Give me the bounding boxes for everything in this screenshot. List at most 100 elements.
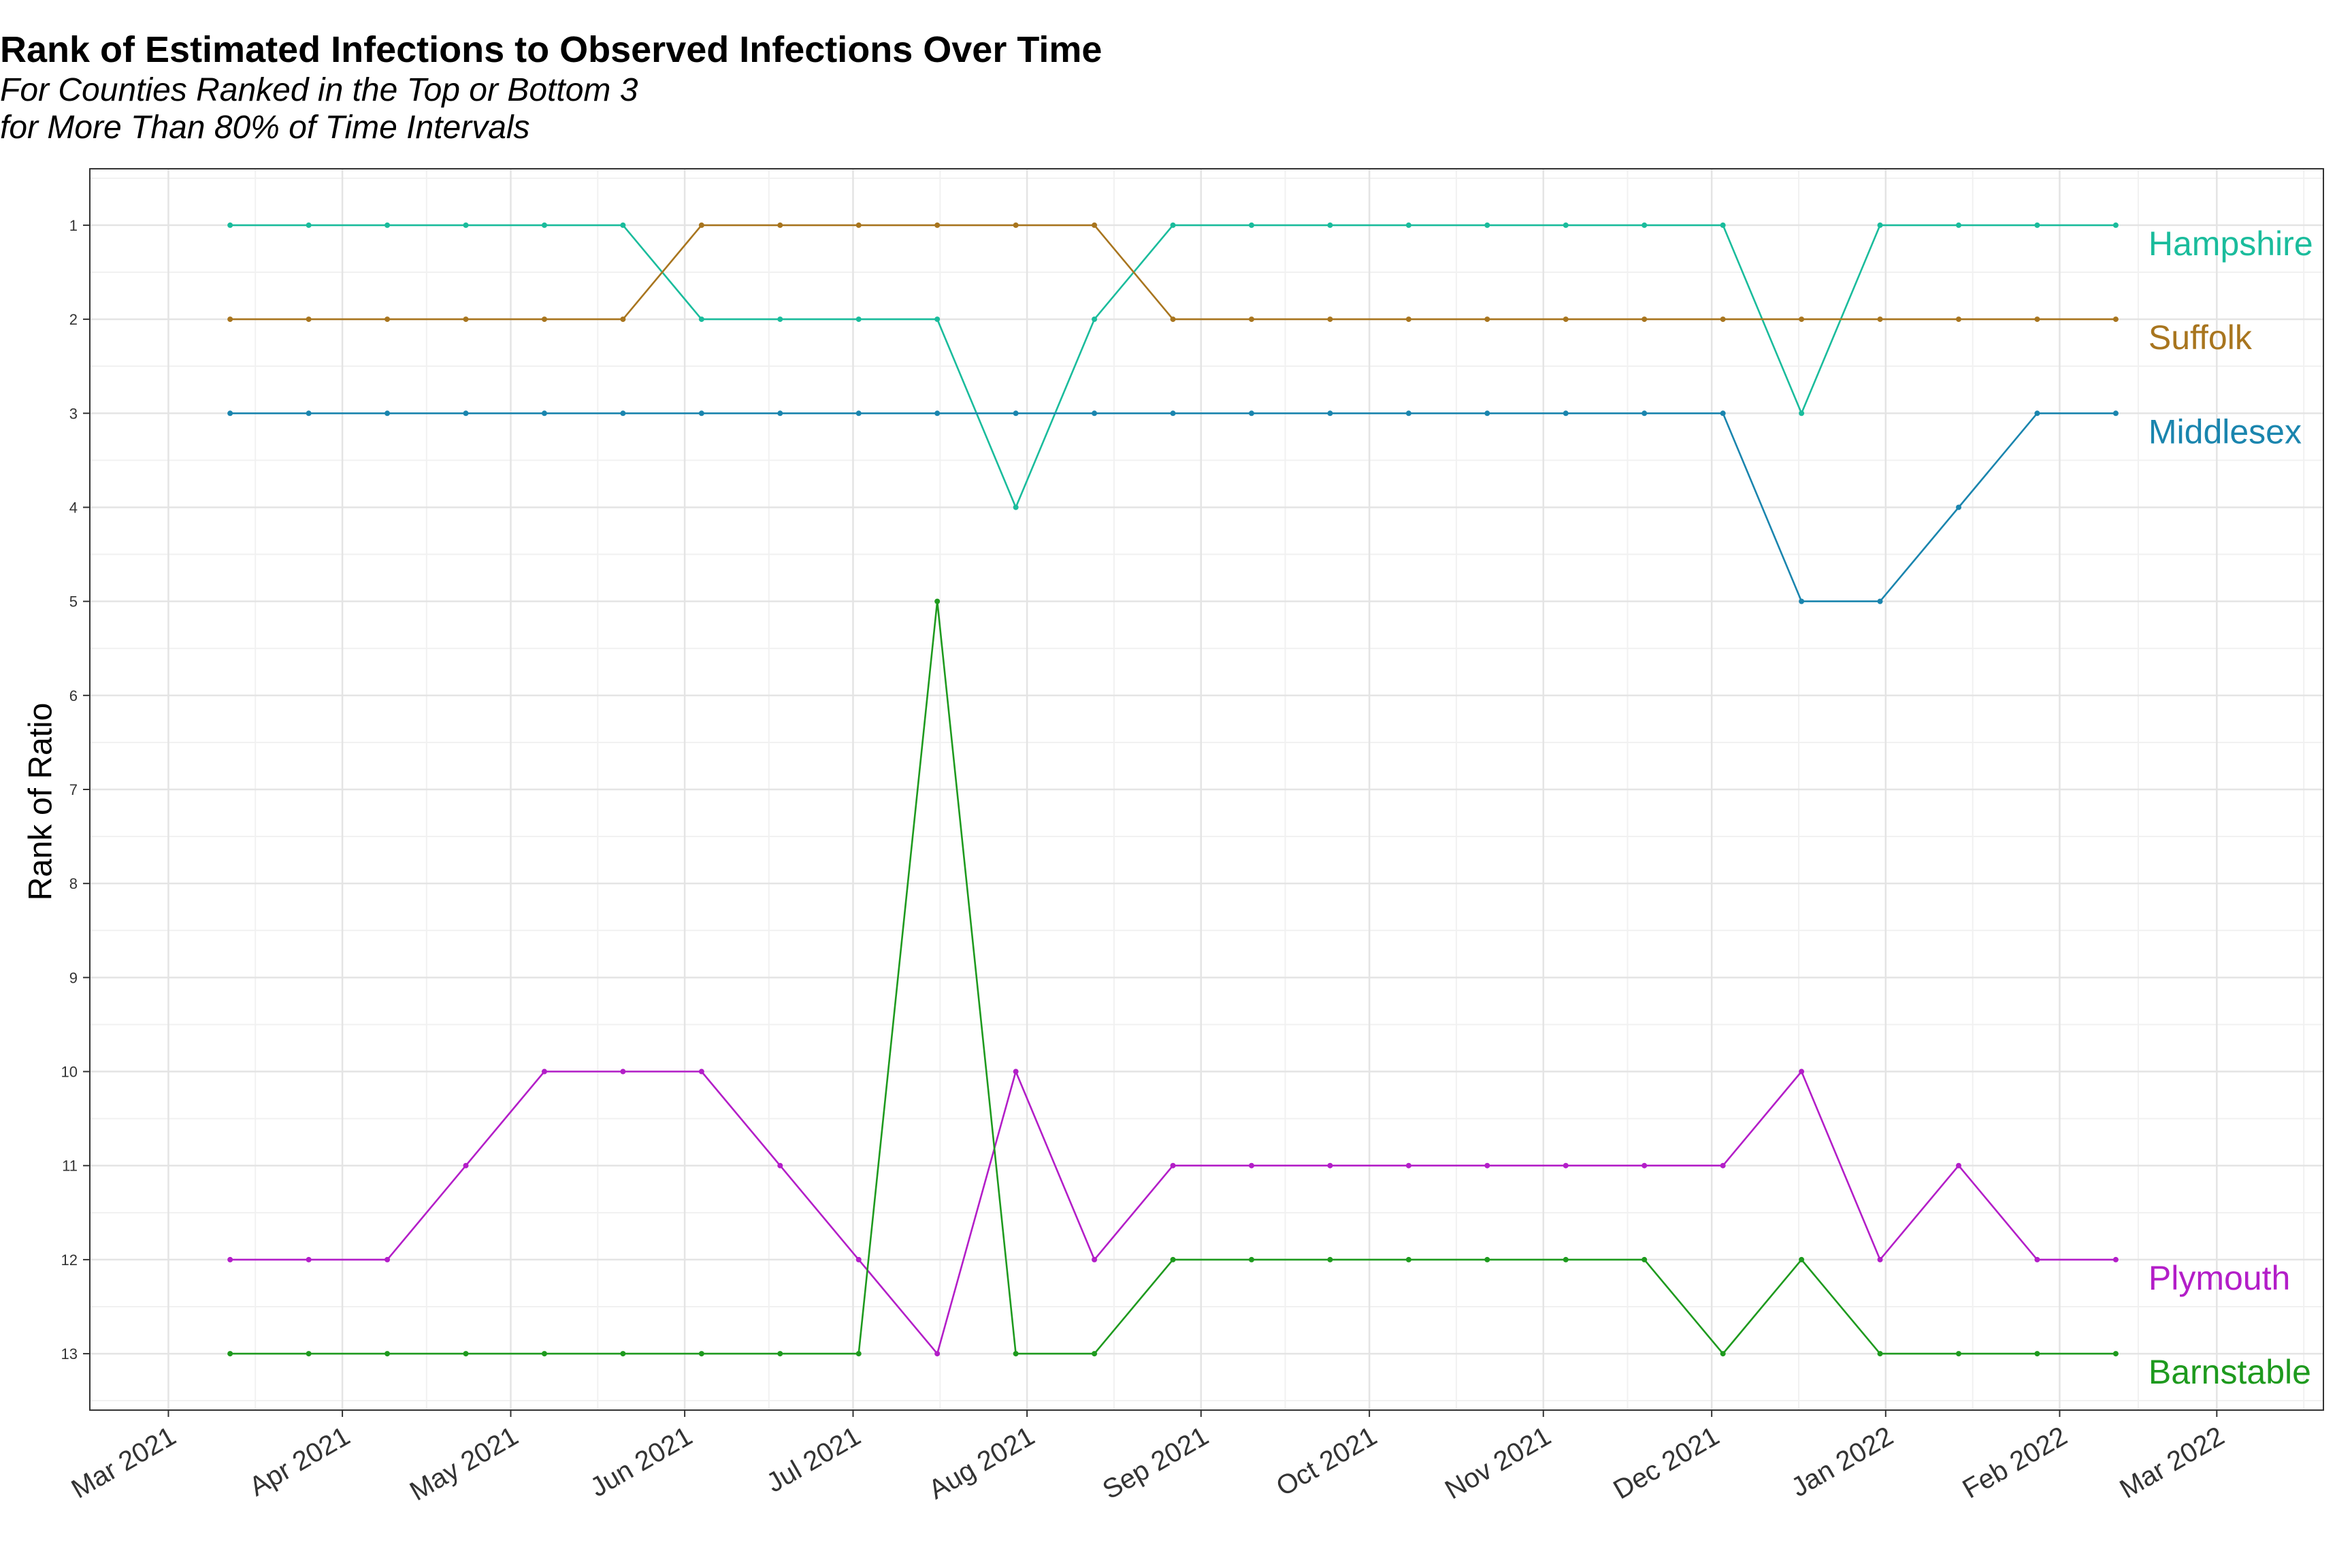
data-point-middlesex: [1248, 410, 1254, 416]
data-point-middlesex: [1013, 410, 1019, 416]
data-point-hampshire: [934, 316, 941, 323]
x-tick-label: Jul 2021: [762, 1421, 866, 1499]
data-point-suffolk: [2112, 316, 2119, 323]
data-point-plymouth: [855, 1256, 862, 1262]
data-point-middlesex: [1170, 410, 1176, 416]
data-point-barnstable: [855, 1351, 862, 1357]
y-tick-label: 1: [69, 217, 78, 234]
data-point-suffolk: [855, 222, 862, 228]
data-point-middlesex: [777, 410, 783, 416]
data-point-barnstable: [698, 1351, 704, 1357]
data-point-hampshire: [463, 222, 469, 228]
data-point-plymouth: [227, 1256, 233, 1262]
x-tick-label: Aug 2021: [924, 1421, 1039, 1505]
data-point-barnstable: [620, 1351, 626, 1357]
series-label-suffolk: Suffolk: [2149, 318, 2253, 357]
data-point-plymouth: [306, 1256, 312, 1262]
y-tick-label: 11: [62, 1158, 78, 1175]
data-point-barnstable: [541, 1351, 547, 1357]
data-point-plymouth: [385, 1256, 391, 1262]
data-point-plymouth: [1013, 1068, 1019, 1075]
data-point-hampshire: [1799, 410, 1805, 416]
data-point-middlesex: [1642, 410, 1648, 416]
y-tick-label: 13: [61, 1345, 78, 1362]
data-point-suffolk: [620, 316, 626, 323]
data-point-middlesex: [1405, 410, 1411, 416]
data-point-barnstable: [1092, 1351, 1098, 1357]
data-point-plymouth: [541, 1068, 547, 1075]
data-point-barnstable: [1642, 1256, 1648, 1262]
chart-subtitle-line-2: for More Than 80% of Time Intervals: [0, 110, 530, 146]
data-point-hampshire: [227, 222, 233, 228]
data-point-suffolk: [698, 222, 704, 228]
chart-subtitle-line-1: For Counties Ranked in the Top or Bottom…: [0, 72, 638, 108]
data-point-suffolk: [1799, 316, 1805, 323]
data-point-suffolk: [1877, 316, 1883, 323]
data-point-suffolk: [227, 316, 233, 323]
data-point-middlesex: [385, 410, 391, 416]
data-point-hampshire: [2034, 222, 2040, 228]
data-point-suffolk: [1720, 316, 1726, 323]
data-point-middlesex: [934, 410, 941, 416]
data-point-barnstable: [1405, 1256, 1411, 1262]
data-point-barnstable: [2112, 1351, 2119, 1357]
data-point-suffolk: [541, 316, 547, 323]
data-point-barnstable: [1877, 1351, 1883, 1357]
data-point-suffolk: [1563, 316, 1569, 323]
data-point-suffolk: [1955, 316, 1961, 323]
series-label-middlesex: Middlesex: [2149, 412, 2302, 451]
data-point-middlesex: [306, 410, 312, 416]
data-point-hampshire: [1484, 222, 1490, 228]
data-point-middlesex: [1877, 598, 1883, 604]
data-point-hampshire: [1327, 222, 1333, 228]
data-point-hampshire: [2112, 222, 2119, 228]
x-tick-label: Oct 2021: [1271, 1421, 1382, 1502]
data-point-middlesex: [227, 410, 233, 416]
data-point-plymouth: [1642, 1162, 1648, 1169]
data-point-plymouth: [1877, 1256, 1883, 1262]
data-point-hampshire: [1563, 222, 1569, 228]
data-point-suffolk: [934, 222, 941, 228]
y-tick-label: 9: [69, 969, 78, 986]
chart-title: Rank of Estimated Infections to Observed…: [0, 29, 1102, 70]
data-point-hampshire: [1955, 222, 1961, 228]
data-point-plymouth: [620, 1068, 626, 1075]
data-point-suffolk: [463, 316, 469, 323]
data-point-middlesex: [1799, 598, 1805, 604]
y-tick-label: 3: [69, 405, 78, 422]
data-point-plymouth: [1405, 1162, 1411, 1169]
data-point-barnstable: [1799, 1256, 1805, 1262]
data-point-barnstable: [777, 1351, 783, 1357]
data-point-barnstable: [1327, 1256, 1333, 1262]
data-point-barnstable: [306, 1351, 312, 1357]
data-point-hampshire: [855, 316, 862, 323]
data-point-hampshire: [541, 222, 547, 228]
data-point-suffolk: [1327, 316, 1333, 323]
data-point-barnstable: [1955, 1351, 1961, 1357]
data-point-suffolk: [1484, 316, 1490, 323]
data-point-hampshire: [620, 222, 626, 228]
data-point-middlesex: [855, 410, 862, 416]
data-point-plymouth: [1092, 1256, 1098, 1262]
y-tick-label: 4: [69, 499, 78, 516]
data-point-suffolk: [1092, 222, 1098, 228]
data-point-barnstable: [934, 598, 941, 604]
data-point-hampshire: [1877, 222, 1883, 228]
y-tick-label: 8: [69, 875, 78, 892]
data-point-plymouth: [1327, 1162, 1333, 1169]
data-point-hampshire: [1013, 504, 1019, 510]
data-point-middlesex: [1720, 410, 1726, 416]
data-point-plymouth: [1720, 1162, 1726, 1169]
data-point-hampshire: [698, 316, 704, 323]
x-tick-label: Feb 2022: [1958, 1421, 2072, 1505]
series-label-barnstable: Barnstable: [2149, 1353, 2311, 1391]
data-point-hampshire: [1720, 222, 1726, 228]
y-tick-label: 5: [69, 593, 78, 610]
data-point-middlesex: [2034, 410, 2040, 416]
x-tick-label: May 2021: [405, 1421, 523, 1507]
data-point-plymouth: [2034, 1256, 2040, 1262]
data-point-hampshire: [1405, 222, 1411, 228]
data-point-plymouth: [1484, 1162, 1490, 1169]
y-tick-label: 10: [61, 1064, 78, 1081]
